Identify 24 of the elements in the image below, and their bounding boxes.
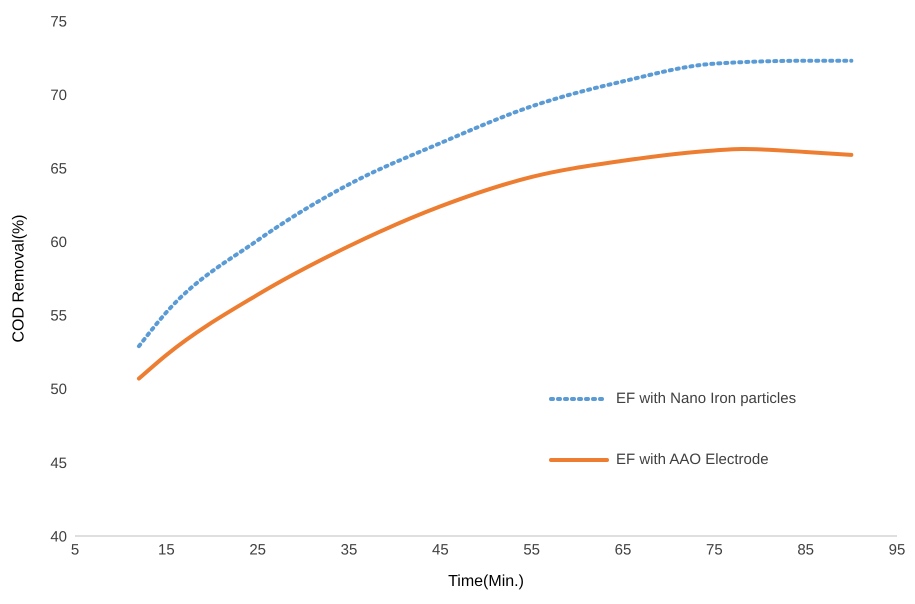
line-series bbox=[136, 147, 854, 381]
x-tick-label: 75 bbox=[706, 542, 723, 559]
line-series bbox=[136, 58, 854, 348]
legend-label: EF with AAO Electrode bbox=[616, 451, 769, 468]
x-tick-label: 25 bbox=[249, 542, 266, 559]
x-tick-label: 45 bbox=[432, 542, 449, 559]
y-tick-label: 70 bbox=[50, 86, 67, 104]
x-tick-label: 5 bbox=[70, 542, 80, 559]
legend-label: EF with Nano Iron particles bbox=[616, 390, 796, 407]
y-axis-title: COD Removal(%) bbox=[10, 214, 28, 343]
y-tick-label: 55 bbox=[50, 308, 67, 325]
y-tick-label: 40 bbox=[50, 528, 67, 546]
y-tick-label: 65 bbox=[50, 160, 67, 178]
x-tick-label: 95 bbox=[888, 542, 906, 559]
x-tick-label: 85 bbox=[797, 542, 814, 559]
y-tick-label: 50 bbox=[50, 381, 67, 398]
x-tick-label: 55 bbox=[523, 542, 540, 559]
x-tick-label: 65 bbox=[614, 542, 632, 559]
y-tick-label: 60 bbox=[50, 234, 67, 252]
x-axis-title: Time(Min.) bbox=[448, 573, 524, 590]
x-tick-label: 35 bbox=[340, 542, 358, 559]
x-tick-label: 15 bbox=[158, 542, 175, 559]
y-tick-label: 75 bbox=[50, 13, 67, 30]
y-tick-label: 45 bbox=[50, 454, 67, 472]
